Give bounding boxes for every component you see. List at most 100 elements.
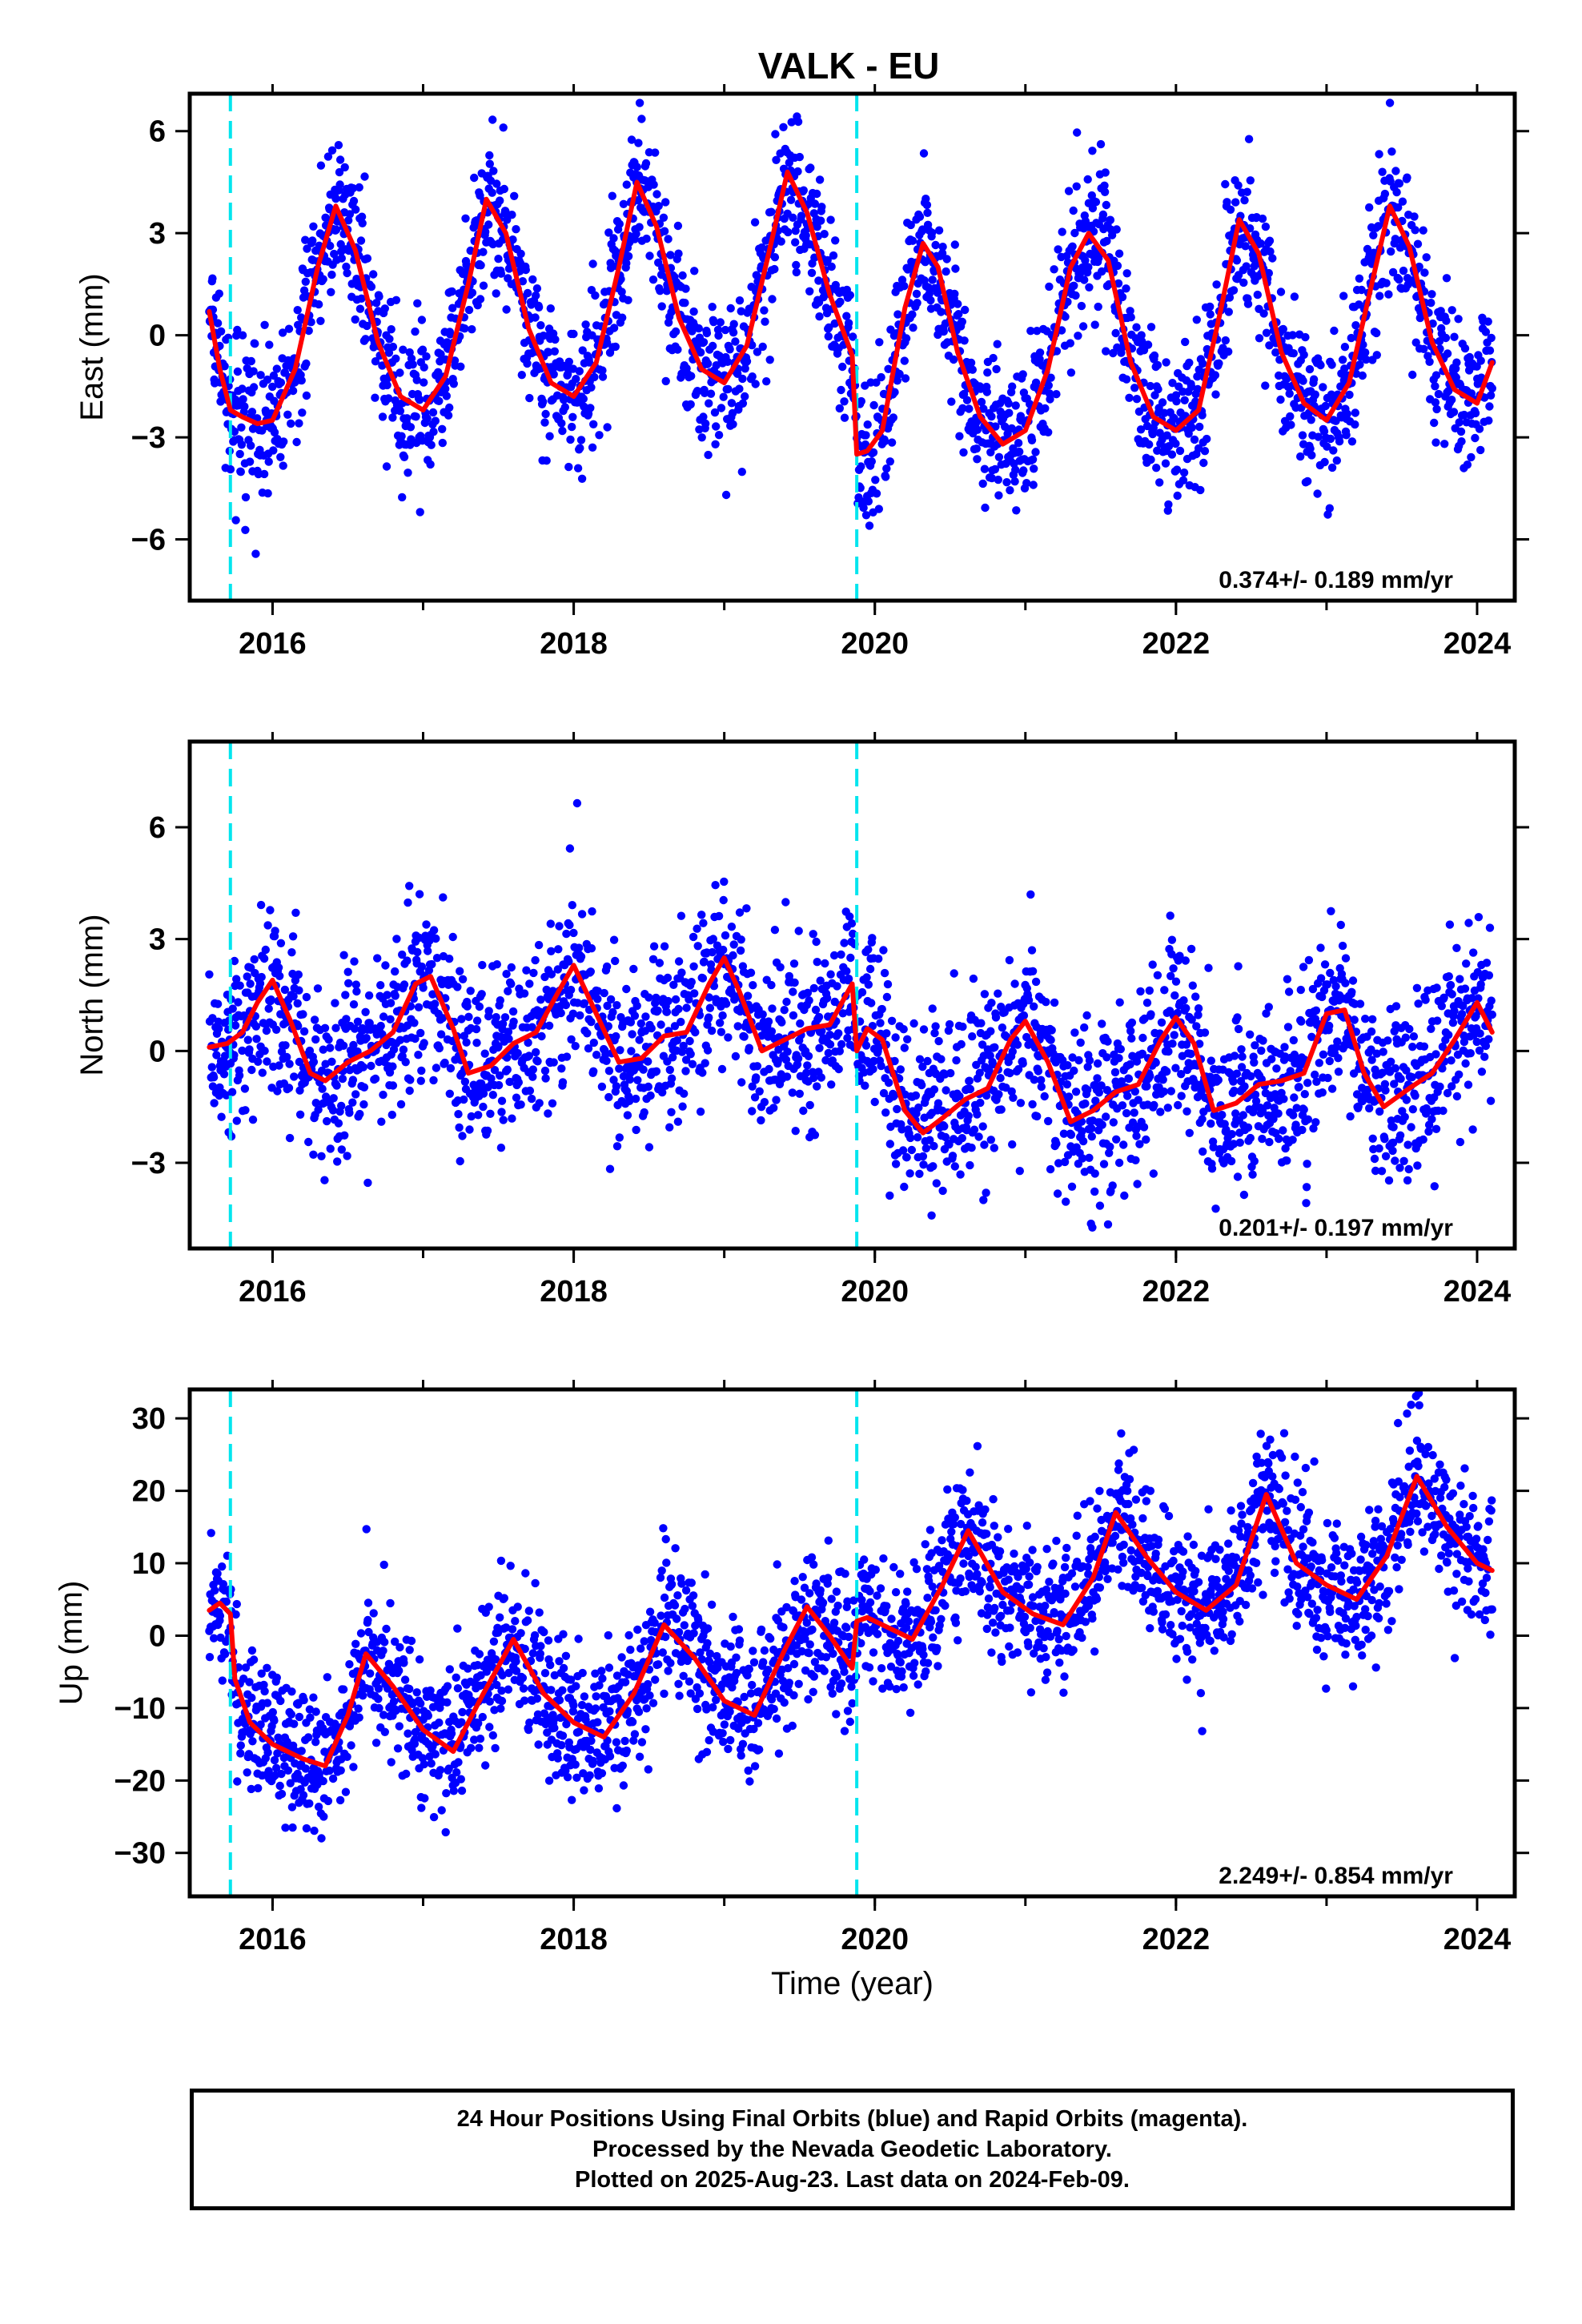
north-data-point bbox=[782, 997, 791, 1007]
east-data-point bbox=[1074, 332, 1082, 340]
north-data-point bbox=[580, 999, 589, 1008]
east-data-point bbox=[568, 422, 576, 432]
north-data-point bbox=[1283, 1156, 1291, 1165]
east-data-point bbox=[1102, 236, 1111, 246]
north-data-point bbox=[1331, 982, 1340, 991]
north-data-point bbox=[1391, 1156, 1399, 1165]
east-data-point bbox=[1102, 347, 1110, 356]
east-data-point bbox=[408, 360, 417, 369]
east-data-point bbox=[923, 208, 932, 217]
east-data-point bbox=[994, 475, 1003, 485]
east-data-point bbox=[954, 300, 962, 308]
east-data-point bbox=[1031, 448, 1040, 456]
north-data-point bbox=[310, 1015, 319, 1024]
north-data-point bbox=[587, 944, 596, 953]
east-data-point bbox=[1303, 476, 1312, 486]
north-data-point bbox=[1024, 995, 1034, 1005]
east-data-point bbox=[357, 294, 366, 303]
east-data-point bbox=[264, 457, 273, 466]
north-data-point bbox=[1279, 1095, 1288, 1104]
north-data-point bbox=[605, 1164, 615, 1173]
north-data-point bbox=[1325, 1056, 1335, 1066]
east-data-point bbox=[327, 146, 337, 155]
north-data-point bbox=[815, 1043, 824, 1053]
north-data-point bbox=[480, 1049, 489, 1058]
east-data-point bbox=[1192, 316, 1202, 324]
east-data-point bbox=[731, 337, 740, 346]
east-data-point bbox=[632, 163, 641, 171]
north-data-point bbox=[1010, 979, 1019, 988]
north-data-point bbox=[1067, 1182, 1077, 1192]
north-data-point bbox=[1088, 1223, 1097, 1232]
north-data-point bbox=[1214, 1076, 1223, 1084]
north-data-point bbox=[445, 1089, 454, 1099]
north-data-point bbox=[1381, 1086, 1390, 1095]
north-data-point bbox=[340, 1131, 349, 1140]
north-data-point bbox=[876, 1019, 885, 1027]
east-data-point bbox=[725, 345, 734, 354]
north-data-point bbox=[946, 1068, 955, 1078]
north-data-point bbox=[466, 987, 475, 995]
east-data-point bbox=[645, 251, 654, 260]
east-data-point bbox=[422, 352, 431, 361]
north-data-point bbox=[1384, 1176, 1394, 1185]
east-data-point bbox=[813, 223, 821, 231]
east-data-point bbox=[573, 464, 583, 472]
east-data-point bbox=[541, 409, 550, 419]
north-data-point bbox=[1118, 1101, 1127, 1110]
east-data-point bbox=[237, 423, 246, 432]
north-data-point bbox=[1319, 1050, 1328, 1059]
east-data-point bbox=[384, 394, 393, 403]
east-data-point bbox=[1200, 447, 1210, 456]
east-data-point bbox=[1064, 187, 1074, 195]
north-data-point bbox=[1194, 1011, 1203, 1019]
east-data-point bbox=[1100, 181, 1109, 190]
north-data-point bbox=[1246, 1133, 1255, 1143]
north-data-point bbox=[630, 1011, 640, 1020]
north-data-point bbox=[709, 935, 717, 943]
north-data-point bbox=[1263, 1101, 1272, 1110]
east-data-point bbox=[686, 400, 695, 409]
east-data-point bbox=[711, 440, 720, 448]
north-data-point bbox=[323, 1116, 331, 1126]
east-data-point bbox=[500, 184, 508, 194]
north-data-point bbox=[1087, 1124, 1096, 1133]
east-data-point bbox=[994, 452, 1004, 461]
east-data-point bbox=[598, 372, 608, 381]
north-data-point bbox=[640, 1027, 650, 1035]
east-data-point bbox=[578, 346, 587, 355]
east-data-point bbox=[885, 457, 895, 466]
east-data-point bbox=[1158, 398, 1167, 407]
north-data-point bbox=[849, 929, 857, 939]
north-data-point bbox=[602, 962, 612, 971]
east-data-point bbox=[438, 438, 447, 448]
east-data-point bbox=[580, 402, 588, 411]
north-data-point bbox=[492, 960, 501, 969]
north-data-point bbox=[337, 1101, 346, 1111]
north-data-point bbox=[400, 980, 409, 989]
north-data-point bbox=[727, 923, 737, 931]
north-data-point bbox=[880, 968, 889, 978]
north-data-point bbox=[1090, 1187, 1099, 1196]
north-data-point bbox=[348, 1076, 358, 1084]
east-data-point bbox=[358, 219, 367, 227]
east-data-point bbox=[1107, 231, 1117, 239]
north-data-point bbox=[275, 1061, 283, 1070]
east-data-point bbox=[805, 287, 814, 296]
north-data-point bbox=[879, 946, 888, 955]
north-data-point bbox=[996, 1074, 1005, 1083]
north-data-point bbox=[484, 1007, 493, 1015]
north-data-point bbox=[1083, 1085, 1092, 1095]
north-data-point bbox=[359, 1063, 367, 1072]
east-data-point bbox=[927, 228, 937, 237]
north-data-point bbox=[280, 985, 290, 995]
east-data-point bbox=[768, 295, 777, 304]
east-data-point bbox=[1126, 313, 1135, 322]
east-data-point bbox=[566, 435, 575, 444]
east-data-point bbox=[302, 391, 311, 400]
north-data-point bbox=[877, 1061, 885, 1071]
north-data-point bbox=[1159, 1087, 1169, 1096]
east-data-point bbox=[1265, 236, 1275, 245]
north-data-point bbox=[586, 967, 595, 976]
